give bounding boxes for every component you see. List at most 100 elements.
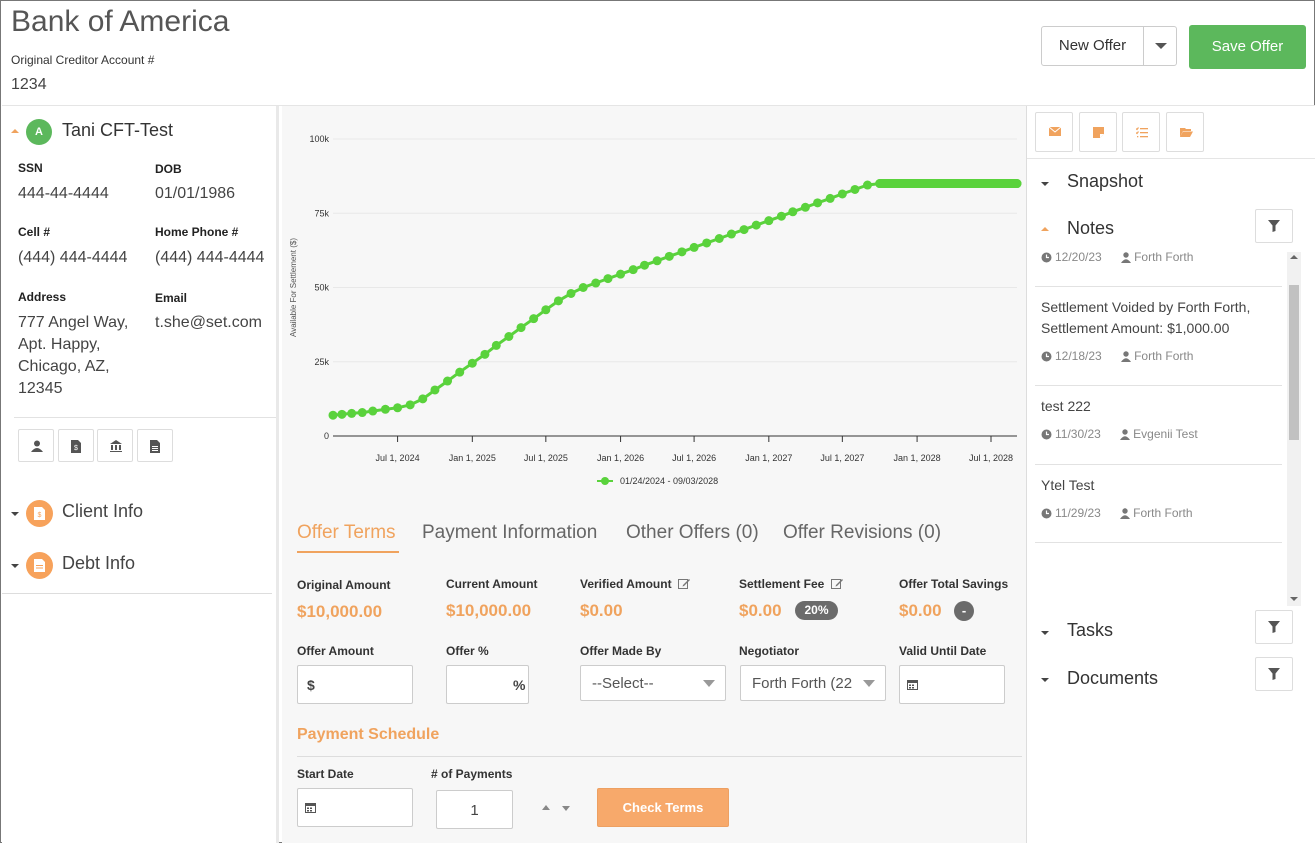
original-amount-value: $10,000.00 <box>297 602 383 621</box>
tab-offer-terms[interactable]: Offer Terms <box>297 522 396 543</box>
clock-icon <box>1041 351 1052 362</box>
expand-documents-caret-icon[interactable] <box>1041 678 1049 682</box>
y-tick-label: 25k <box>314 357 329 367</box>
edit-icon[interactable] <box>677 578 690 589</box>
check-terms-button[interactable]: Check Terms <box>597 788 729 827</box>
data-point <box>467 358 477 368</box>
edit-icon[interactable] <box>830 578 843 589</box>
note-meta: 11/29/23 Forth Forth <box>1041 506 1193 520</box>
decrement-icon[interactable] <box>562 806 570 811</box>
expand-client-info-caret-icon[interactable] <box>11 512 19 516</box>
data-point <box>751 220 761 230</box>
documents-filter-button[interactable] <box>1255 657 1293 691</box>
client-name: Tani CFT-Test <box>62 120 174 140</box>
note-divider <box>1035 542 1282 543</box>
note-meta: 12/20/23 Forth Forth <box>1041 252 1193 264</box>
data-point <box>788 207 798 217</box>
new-offer-dropdown-toggle[interactable] <box>1143 26 1177 66</box>
data-point <box>813 198 823 208</box>
num-payments-input[interactable]: 1 <box>436 790 513 829</box>
offer-made-by-select[interactable]: --Select-- <box>580 665 726 701</box>
data-point <box>443 376 453 386</box>
y-axis-label: Available For Settlement ($) <box>289 238 298 337</box>
data-point <box>652 256 662 266</box>
client-profile-button[interactable] <box>18 429 54 462</box>
email-button[interactable] <box>1035 112 1073 152</box>
data-point <box>689 242 699 252</box>
data-point <box>677 247 687 257</box>
data-point <box>529 314 539 324</box>
data-point <box>368 406 378 416</box>
debt-info-section-title[interactable]: Debt Info <box>62 553 136 573</box>
collapse-notes-caret-icon[interactable] <box>1041 227 1049 231</box>
expand-debt-info-caret-icon[interactable] <box>11 564 19 568</box>
notes-filter-button[interactable] <box>1255 209 1293 243</box>
offer-percent-input[interactable]: % <box>446 665 529 704</box>
scroll-thumb[interactable] <box>1289 285 1299 440</box>
svg-text:$: $ <box>38 512 42 519</box>
scroll-down-icon[interactable] <box>1290 597 1298 601</box>
account-value: 1234 <box>11 76 47 93</box>
data-point <box>357 408 367 418</box>
tab-payment-information[interactable]: Payment Information <box>422 522 598 543</box>
active-tab-indicator <box>297 551 399 553</box>
notes-button[interactable] <box>1079 112 1117 152</box>
settlement-chart: 100k 75k 50k 25k 0 Available For Settlement (… <box>289 134 1022 486</box>
note-text-line: Settlement Voided by Forth Forth, <box>1041 299 1251 315</box>
address-line-4: 12345 <box>18 380 63 397</box>
notes-list: 12/20/23 Forth Forth Settlement Voided b… <box>1035 252 1283 599</box>
x-tick-label: Jan 1, 2026 <box>597 453 644 463</box>
tasks-section-title[interactable]: Tasks <box>1067 620 1114 640</box>
x-tick-label: Jul 1, 2025 <box>524 453 568 463</box>
save-offer-button[interactable]: Save Offer <box>1189 25 1306 69</box>
data-point <box>566 288 576 298</box>
x-tick-label: Jan 1, 2027 <box>745 453 792 463</box>
tasks-filter-button[interactable] <box>1255 610 1293 644</box>
data-point <box>800 202 810 212</box>
x-tick-label: Jan 1, 2025 <box>449 453 496 463</box>
documents-button[interactable] <box>1166 112 1204 152</box>
data-point <box>628 265 638 275</box>
negotiator-value: Forth Forth (22 <box>752 675 853 692</box>
verified-amount-value: $0.00 <box>580 601 623 620</box>
client-info-section-title[interactable]: Client Info <box>62 501 144 521</box>
settlement-fee-label-wrap: Settlement Fee <box>739 577 843 591</box>
scroll-up-icon[interactable] <box>1290 255 1298 259</box>
negotiator-label: Negotiator <box>739 644 799 658</box>
user-icon <box>1121 252 1132 263</box>
note-text-line: Settlement Amount: $1,000.00 <box>1041 320 1230 336</box>
notes-scrollbar[interactable] <box>1287 252 1301 606</box>
valid-until-input[interactable] <box>899 665 1005 704</box>
increment-icon[interactable] <box>542 805 550 810</box>
negotiator-select[interactable]: Forth Forth (22 <box>740 665 886 701</box>
user-icon <box>1120 508 1131 519</box>
collapse-client-caret-icon[interactable] <box>11 129 19 133</box>
client-financial-doc-button[interactable]: $ <box>58 429 94 462</box>
data-point <box>480 349 490 359</box>
note-date: 12/18/23 <box>1055 349 1102 363</box>
offer-amount-input[interactable]: $ <box>297 665 413 704</box>
envelope-icon <box>1049 127 1061 136</box>
tab-offer-revisions[interactable]: Offer Revisions (0) <box>783 522 942 543</box>
cell-value: (444) 444-4444 <box>18 249 128 266</box>
client-documents-button[interactable] <box>137 429 173 462</box>
snapshot-section-title[interactable]: Snapshot <box>1067 171 1144 191</box>
verified-amount-label: Verified Amount <box>580 577 672 591</box>
header-divider <box>2 105 1315 106</box>
notes-section-title[interactable]: Notes <box>1067 218 1115 238</box>
expand-snapshot-caret-icon[interactable] <box>1041 182 1049 186</box>
note-text-line: Ytel Test <box>1041 477 1095 493</box>
note-author: Evgenii Test <box>1133 427 1198 441</box>
client-bank-button[interactable] <box>97 429 133 462</box>
note-author: Forth Forth <box>1134 349 1194 363</box>
data-point <box>726 229 736 239</box>
documents-section-title[interactable]: Documents <box>1067 668 1159 688</box>
new-offer-button[interactable]: New Offer <box>1041 26 1144 66</box>
creditor-title: Bank of America <box>11 5 230 38</box>
start-date-input[interactable] <box>297 788 413 827</box>
data-point <box>616 269 626 279</box>
note-author: Forth Forth <box>1134 252 1194 264</box>
expand-tasks-caret-icon[interactable] <box>1041 631 1049 635</box>
tasks-button[interactable] <box>1122 112 1160 152</box>
tab-other-offers[interactable]: Other Offers (0) <box>626 522 759 543</box>
